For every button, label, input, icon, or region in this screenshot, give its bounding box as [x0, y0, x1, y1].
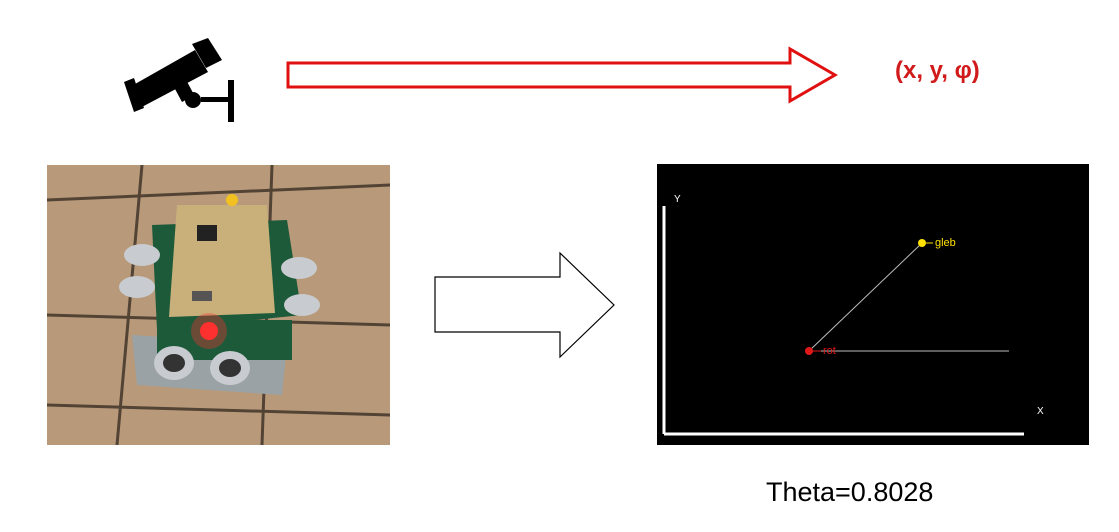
heading-line — [808, 242, 923, 352]
point-gleb: gleb — [918, 237, 956, 249]
position-plot: Y X gleb rot — [657, 164, 1089, 445]
security-camera-icon — [124, 38, 234, 122]
rot-label: rot — [823, 345, 836, 357]
processing-arrow — [434, 251, 615, 359]
point-rot: rot — [805, 345, 836, 357]
pose-label: (x, y, φ) — [895, 57, 980, 84]
gleb-label: gleb — [935, 237, 956, 249]
y-axis-label: Y — [674, 194, 681, 205]
robot-photo — [47, 165, 390, 445]
gleb-marker — [918, 239, 926, 247]
x-axis-label: X — [1037, 406, 1044, 417]
theta-readout: Theta=0.8028 — [766, 477, 934, 507]
top-flow-arrow — [286, 46, 838, 104]
rot-marker — [805, 347, 813, 355]
